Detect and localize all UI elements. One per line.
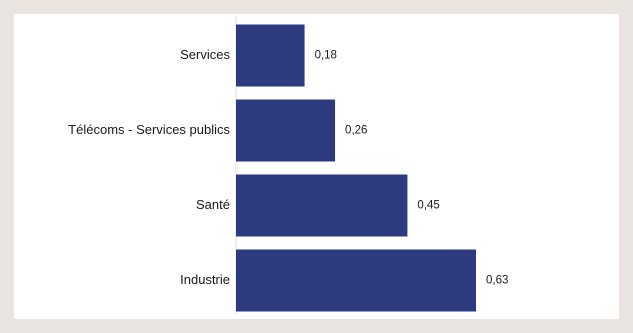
bar-chart: Services Télécoms - Services publics Santé…: [68, 16, 509, 314]
bar: [236, 174, 408, 237]
bar: [236, 99, 336, 162]
category-label: Industrie: [180, 272, 230, 287]
value-label: 0,18: [315, 50, 337, 62]
value-labels: 0,18 0,26 0,45 0,63: [315, 50, 509, 287]
bar: [236, 24, 305, 87]
value-label: 0,45: [417, 200, 439, 212]
category-label: Télécoms - Services publics: [68, 122, 230, 137]
value-label: 0,63: [486, 275, 508, 287]
value-label: 0,26: [345, 125, 367, 137]
category-label: Santé: [196, 197, 230, 212]
category-label: Services: [180, 47, 230, 62]
category-labels: Services Télécoms - Services publics Santé…: [68, 47, 230, 287]
bar: [236, 249, 476, 312]
bars: [236, 24, 476, 312]
chart-card: Services Télécoms - Services publics Santé…: [14, 14, 619, 319]
